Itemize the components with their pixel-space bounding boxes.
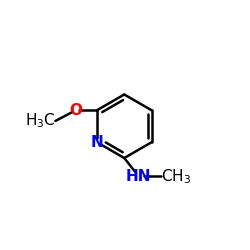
Text: HN: HN	[126, 169, 152, 184]
Text: H$_3$C: H$_3$C	[25, 112, 56, 130]
Text: N: N	[90, 135, 103, 150]
Text: CH$_3$: CH$_3$	[161, 167, 191, 186]
Text: O: O	[69, 103, 82, 118]
